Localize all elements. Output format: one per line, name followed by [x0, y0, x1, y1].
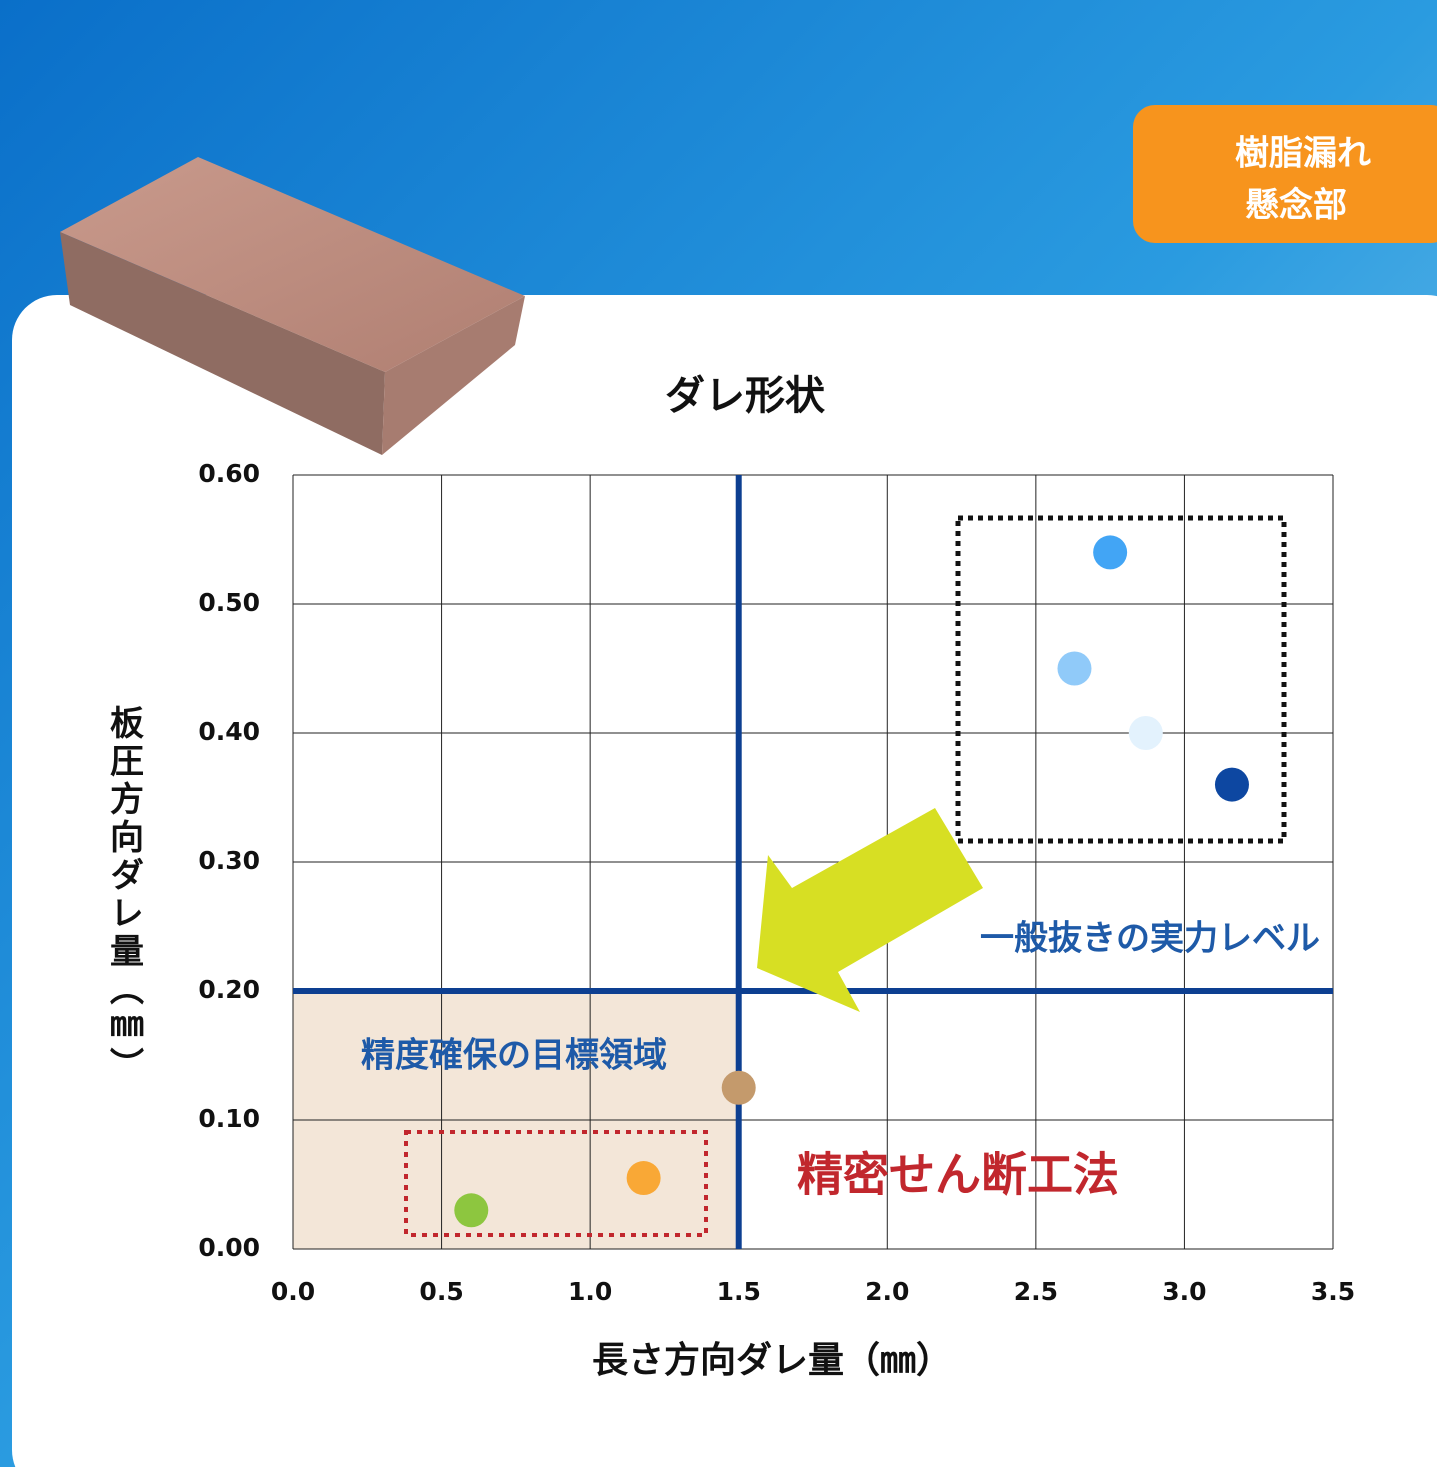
y-tick-label: 0.50: [198, 588, 260, 617]
highlight-box: [955, 515, 1287, 844]
point: [721, 1070, 756, 1105]
x-tick-label: 1.0: [568, 1277, 612, 1306]
annotation: 精密せん断工法: [797, 1148, 1119, 1202]
x-tick-label: 2.5: [1014, 1277, 1058, 1306]
x-tick-label: 3.5: [1311, 1277, 1355, 1306]
x-tick-label: 3.0: [1162, 1277, 1206, 1306]
point: [1214, 767, 1249, 802]
point: [1057, 651, 1092, 686]
y-tick-label: 0.30: [198, 846, 260, 875]
x-tick-label: 0.5: [419, 1277, 463, 1306]
plot: 0.00 0.10 0.20 0.30 0.40 0.50 0.60 0.0 0.5 1.0 1.5…: [198, 459, 1355, 1306]
y-axis-label: 板圧方向ダレ量（㎜）: [104, 705, 144, 1085]
highlight-box: [404, 1130, 708, 1237]
badge: [1133, 105, 1437, 243]
point: [454, 1193, 489, 1228]
point: [1128, 716, 1163, 750]
copper-block: [60, 157, 525, 455]
x-axis-label: 長さ方向ダレ量（㎜）: [592, 1340, 952, 1381]
annotation: 一般抜きの実力レベル: [980, 919, 1320, 959]
chart-title: ダレ形状: [665, 373, 826, 419]
y-tick-label: 0.60: [198, 459, 260, 488]
point: [1093, 535, 1128, 570]
x-tick-label: 0.0: [271, 1277, 315, 1306]
badge-text: 樹脂漏れ: [1235, 134, 1371, 174]
y-tick-label: 0.10: [198, 1104, 260, 1133]
annotation: 精度確保の目標領域: [361, 1036, 667, 1076]
y-tick-label: 0.00: [198, 1233, 260, 1262]
badge-text: 懸念部: [1245, 186, 1347, 226]
arrow: [757, 808, 983, 1012]
x-tick-label: 2.0: [865, 1277, 909, 1306]
y-tick-label: 0.20: [198, 975, 260, 1004]
y-tick-label: 0.40: [198, 717, 260, 746]
point: [626, 1161, 661, 1196]
x-tick-label: 1.5: [717, 1277, 761, 1306]
